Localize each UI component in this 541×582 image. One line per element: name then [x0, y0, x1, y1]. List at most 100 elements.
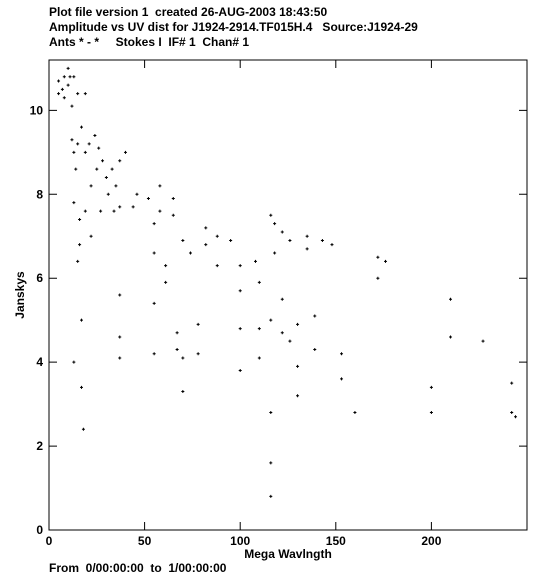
data-point [449, 335, 453, 339]
data-point [449, 297, 453, 301]
data-point [215, 264, 219, 268]
data-point [353, 411, 357, 414]
data-point [320, 238, 324, 242]
header-line: Plot file version 1 created 26-AUG-2003 … [49, 5, 327, 19]
data-point [60, 87, 64, 91]
data-point [253, 259, 257, 263]
data-point [123, 150, 127, 154]
data-point [76, 259, 80, 263]
data-point [280, 331, 284, 335]
data-point [89, 234, 93, 238]
data-point [78, 217, 82, 221]
data-point [101, 159, 105, 163]
y-tick-label: 0 [36, 523, 43, 537]
data-point [57, 79, 61, 83]
data-point [70, 138, 74, 142]
data-point [87, 142, 91, 146]
data-point [158, 209, 162, 213]
data-point [83, 209, 87, 213]
data-point [181, 390, 185, 394]
data-point [171, 196, 175, 200]
data-point [269, 318, 273, 322]
data-point [257, 327, 261, 331]
data-point [288, 339, 292, 343]
data-point [152, 251, 156, 255]
y-tick-label: 4 [36, 355, 43, 369]
data-point [288, 238, 292, 242]
data-point [164, 280, 168, 284]
data-point [83, 92, 87, 96]
data-point [66, 83, 70, 87]
data-point [135, 192, 139, 196]
x-tick-label: 200 [421, 534, 441, 548]
data-point [188, 251, 192, 255]
data-point [313, 314, 317, 318]
data-point [257, 280, 261, 284]
data-point [280, 230, 284, 234]
data-point [269, 494, 273, 498]
x-tick-label: 50 [138, 534, 152, 548]
data-point [112, 209, 116, 213]
data-point [110, 167, 114, 171]
data-point [204, 243, 208, 247]
data-point [93, 134, 97, 138]
data-point [204, 226, 208, 230]
data-point [62, 96, 66, 100]
data-point [89, 184, 93, 188]
y-tick-label: 8 [36, 187, 43, 201]
data-point [269, 461, 273, 465]
data-point [196, 352, 200, 356]
data-point [118, 356, 122, 360]
data-point [296, 322, 300, 326]
data-point [76, 142, 80, 146]
data-point [72, 360, 76, 364]
header-line: Amplitude vs UV dist for J1924-2914.TF01… [49, 20, 418, 34]
data-point [296, 394, 300, 398]
data-point [164, 264, 168, 268]
data-point [238, 264, 242, 268]
x-tick-label: 0 [46, 534, 53, 548]
data-point [510, 411, 514, 414]
y-tick-label: 2 [36, 439, 43, 453]
data-point [175, 331, 179, 335]
data-point [76, 92, 80, 96]
data-point [514, 415, 518, 419]
data-point [330, 243, 334, 247]
data-point [106, 192, 110, 196]
x-axis-label: Mega Wavlngth [244, 547, 332, 561]
data-point [57, 92, 61, 96]
data-point [429, 411, 433, 414]
data-point [273, 251, 277, 255]
data-point [95, 167, 99, 171]
data-point [118, 159, 122, 163]
data-point [238, 327, 242, 331]
data-point [81, 427, 85, 431]
x-tick-label: 150 [326, 534, 346, 548]
data-point [296, 364, 300, 368]
x-tick-label: 100 [230, 534, 250, 548]
data-point [181, 238, 185, 242]
data-point [72, 150, 76, 154]
data-point [238, 369, 242, 373]
data-point [376, 276, 380, 280]
data-point [196, 322, 200, 326]
data-point [68, 75, 72, 79]
data-point [114, 184, 118, 188]
data-point [72, 201, 76, 205]
data-point [175, 348, 179, 352]
data-point [66, 66, 70, 70]
data-point [97, 146, 101, 150]
data-point [481, 339, 485, 343]
data-point [70, 104, 74, 108]
y-axis-label: Janskys [13, 271, 27, 319]
data-point [313, 348, 317, 352]
data-point [131, 205, 135, 209]
header-line: Ants * - * Stokes I IF# 1 Chan# 1 [49, 35, 249, 49]
footer: From 0/00:00:00 to 1/00:00:00 [49, 561, 227, 575]
data-point [80, 125, 84, 129]
data-point [429, 385, 433, 389]
data-point [510, 381, 514, 385]
data-point [78, 243, 82, 247]
data-point [340, 352, 344, 356]
